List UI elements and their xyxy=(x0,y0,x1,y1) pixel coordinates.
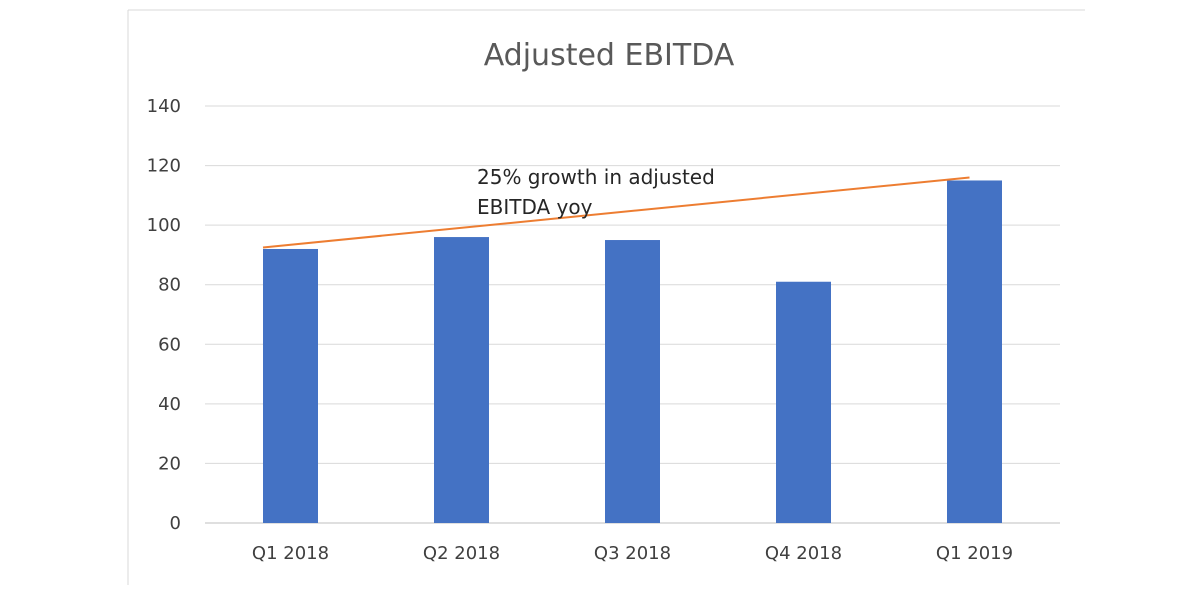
x-tick-label: Q4 2018 xyxy=(765,543,842,564)
growth-trendline xyxy=(262,176,970,249)
annotation-text: 25% growth in adjusted EBITDA yoy xyxy=(477,165,721,219)
y-tick-label: 80 xyxy=(158,275,181,296)
x-tick-label: Q3 2018 xyxy=(594,543,671,564)
y-tick-label: 0 xyxy=(170,513,181,534)
annotation-line-2: EBITDA yoy xyxy=(477,195,593,219)
x-tick-label: Q1 2019 xyxy=(936,543,1013,564)
y-tick-label: 40 xyxy=(158,394,181,415)
y-axis-tick-labels: 0 20 40 60 80 100 120 140 xyxy=(147,96,181,534)
bar xyxy=(776,281,831,523)
y-tick-label: 20 xyxy=(158,453,181,474)
chart-title: Adjusted EBITDA xyxy=(484,38,735,73)
bar xyxy=(434,237,489,524)
y-tick-label: 100 xyxy=(147,215,181,236)
x-axis-tick-labels: Q1 2018 Q2 2018 Q3 2018 Q4 2018 Q1 2019 xyxy=(252,543,1013,564)
annotation-line-1: 25% growth in adjusted xyxy=(477,165,715,189)
bar xyxy=(605,240,660,524)
y-tick-label: 60 xyxy=(158,334,181,355)
bar xyxy=(947,180,1002,523)
bar xyxy=(263,248,318,523)
x-tick-label: Q2 2018 xyxy=(423,543,500,564)
y-tick-label: 120 xyxy=(147,156,181,177)
bar-series xyxy=(263,180,1002,524)
y-tick-label: 140 xyxy=(147,96,181,117)
x-tick-label: Q1 2018 xyxy=(252,543,329,564)
